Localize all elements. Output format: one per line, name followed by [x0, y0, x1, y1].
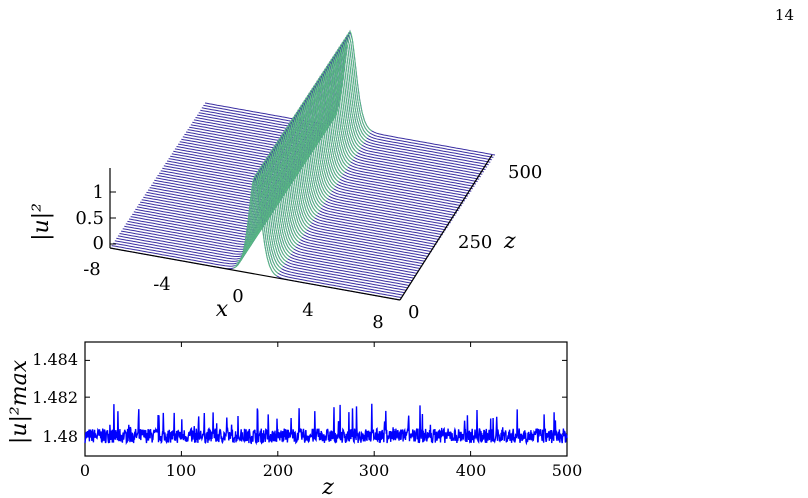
y-tick-label: 1.482 — [32, 388, 78, 407]
signal-line — [84, 403, 568, 446]
y-tick-label: 250 — [458, 232, 492, 253]
x-tick-label: 0 — [232, 286, 243, 307]
z-tick-label: 0.5 — [75, 208, 104, 229]
svg-text:300: 300 — [359, 461, 390, 480]
svg-text:200: 200 — [263, 461, 294, 480]
svg-text:400: 400 — [456, 461, 487, 480]
line-plot: 1.484 1.482 1.48 |u|²max 0 100 200 300 4… — [7, 341, 582, 498]
y-tick-label: 1.484 — [32, 350, 78, 369]
x-tick-label: -8 — [83, 259, 101, 280]
z-tick-label: 1 — [93, 182, 104, 203]
z-ticks: 1 0.5 0 — [75, 182, 116, 254]
surface-lines — [109, 29, 496, 301]
y-axis-label: z — [503, 229, 516, 254]
y-tick-label: 0 — [408, 302, 419, 323]
surface-plot: 1 0.5 0 |u|² -8 -4 0 4 8 x 0 250 500 z — [29, 29, 542, 330]
x-axis-label: z — [321, 475, 334, 498]
x-axis-line — [109, 247, 401, 301]
x-tick-labels: 0 100 200 300 400 500 — [80, 461, 582, 480]
svg-text:500: 500 — [552, 461, 583, 480]
svg-text:100: 100 — [166, 461, 197, 480]
x-ticks: -8 -4 0 4 8 — [83, 259, 384, 330]
x-tick-label: 8 — [372, 312, 383, 330]
x-tick-label: -4 — [153, 274, 171, 295]
x-axis-label: x — [216, 297, 229, 322]
y-ticks: 0 250 500 — [408, 162, 542, 323]
svg-text:0: 0 — [80, 461, 90, 480]
z-tick-label: 0 — [93, 233, 104, 254]
y-tick-label: 500 — [508, 162, 542, 183]
plot-frame — [84, 341, 568, 457]
y-axis-line — [399, 154, 493, 301]
y-tick-label: 1.48 — [42, 427, 78, 446]
z-axis-label: |u|² — [29, 203, 54, 241]
x-tick-label: 4 — [302, 300, 313, 321]
page-number: 14 — [774, 6, 794, 24]
y-axis-label: |u|²max — [7, 359, 32, 444]
